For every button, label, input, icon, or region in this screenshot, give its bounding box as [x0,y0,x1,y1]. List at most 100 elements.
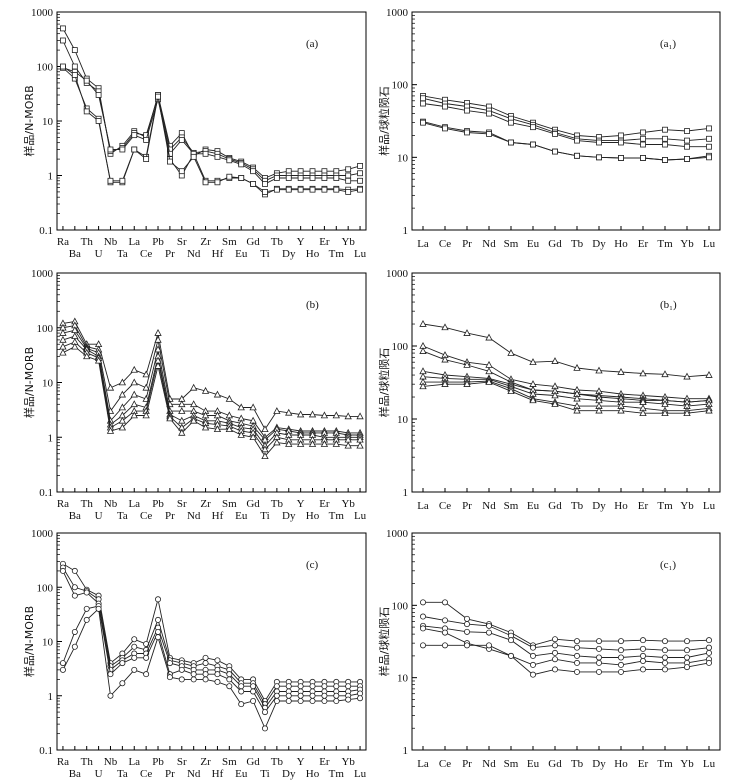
x-category-label: Ti [260,768,269,780]
y-tick-label: 100 [392,600,409,612]
data-point [640,637,647,644]
data-point [357,186,363,193]
data-point [419,625,426,632]
data-point [83,616,90,623]
x-category-label: Sm [222,756,237,768]
data-point [441,642,448,649]
data-point [214,678,221,685]
data-point [238,161,245,168]
data-point [297,692,304,699]
x-category-label: Ba [69,248,81,260]
data-point [309,186,316,193]
data-point [130,378,138,386]
x-category-label: Gd [548,500,562,512]
data-point [419,319,427,327]
data-point [442,125,448,132]
x-category-label: Gd [548,758,562,770]
data-point [71,592,78,599]
data-point [202,671,209,678]
x-category-label: Dy [592,500,606,512]
data-point [238,688,245,695]
x-category-label: Tb [271,498,284,510]
x-category-label: Ba [69,768,81,780]
data-point [485,622,492,629]
x-category-label: Zr [200,498,211,510]
data-point [308,410,317,418]
data-point [250,181,256,187]
data-point [214,153,221,160]
series-line [423,644,710,676]
x-category-label: Tm [657,500,673,512]
data-point [250,688,257,695]
data-point [618,139,624,146]
plot-frame [411,532,721,751]
y-axis-label: 样品/球粒陨石 [377,86,391,156]
data-point [60,63,66,70]
data-point [463,360,471,368]
panel-label: (b) [306,299,319,311]
data-point [83,77,90,84]
chart-panel-b1: 1 10 100 1000 La Ce Pr Nd Sm Eu Gd Tb Dy Ho Er Tm Yb Lu 样品… [377,268,721,512]
data-point [119,177,126,184]
data-point [684,664,691,671]
data-point [662,647,669,654]
data-point [357,163,363,169]
data-point [226,173,233,180]
y-tick-label: 1 [48,432,54,444]
data-point [485,333,493,341]
data-point [661,409,669,417]
data-point [485,629,492,636]
data-point [552,131,558,137]
x-category-label: Ba [69,510,81,522]
data-point [333,175,340,181]
x-category-label: Eu [235,248,248,260]
data-point [640,645,647,652]
data-point [178,136,185,143]
data-point [130,400,138,408]
data-point [155,628,162,635]
data-point [705,371,713,378]
x-category-label: Lu [703,758,716,770]
data-point [552,642,559,649]
y-axis-label: 样品/球粒陨石 [377,348,391,418]
data-point [551,357,559,364]
x-category-label: U [95,768,103,780]
data-point [573,394,581,402]
data-point [178,407,186,414]
x-category-label: Sr [177,498,187,510]
series-line [422,323,710,378]
series-line [62,40,361,182]
data-point [273,175,280,181]
data-point [357,177,363,184]
data-point [508,139,514,146]
data-point [214,657,221,664]
data-point [71,643,78,650]
x-category-label: Yb [341,756,355,768]
data-point [574,644,581,651]
x-category-label: Eu [527,238,540,250]
y-tick-label: 10 [42,637,54,649]
data-point [530,644,537,651]
x-category-label: Pb [152,498,164,510]
x-category-label: Gd [246,498,260,510]
x-category-label: Sr [177,236,187,248]
data-point [683,409,691,417]
data-point [320,440,329,447]
x-category-label: Sm [504,758,519,770]
data-point [107,146,114,153]
data-point [297,698,304,705]
data-point [297,683,304,690]
chart-panel-b: 0.1 1 10 100 1000 RaBaThUNbTaLaCePbPrSrNdZrHf… [22,268,367,522]
data-point [333,186,340,193]
y-tick-label: 1000 [386,268,409,280]
data-point [142,370,150,378]
x-category-label: Ho [306,768,320,780]
panel-label: (a₁) [660,38,676,50]
data-point [595,406,603,414]
y-tick-label: 100 [37,323,54,335]
y-tick-label: 1000 [386,528,409,540]
x-category-label: Ta [117,248,128,260]
x-category-label: Tb [271,236,284,248]
data-point [296,440,305,447]
